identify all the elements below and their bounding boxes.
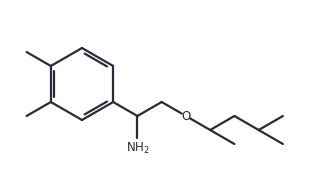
- Text: O: O: [181, 109, 190, 122]
- Text: NH$_2$: NH$_2$: [126, 141, 149, 156]
